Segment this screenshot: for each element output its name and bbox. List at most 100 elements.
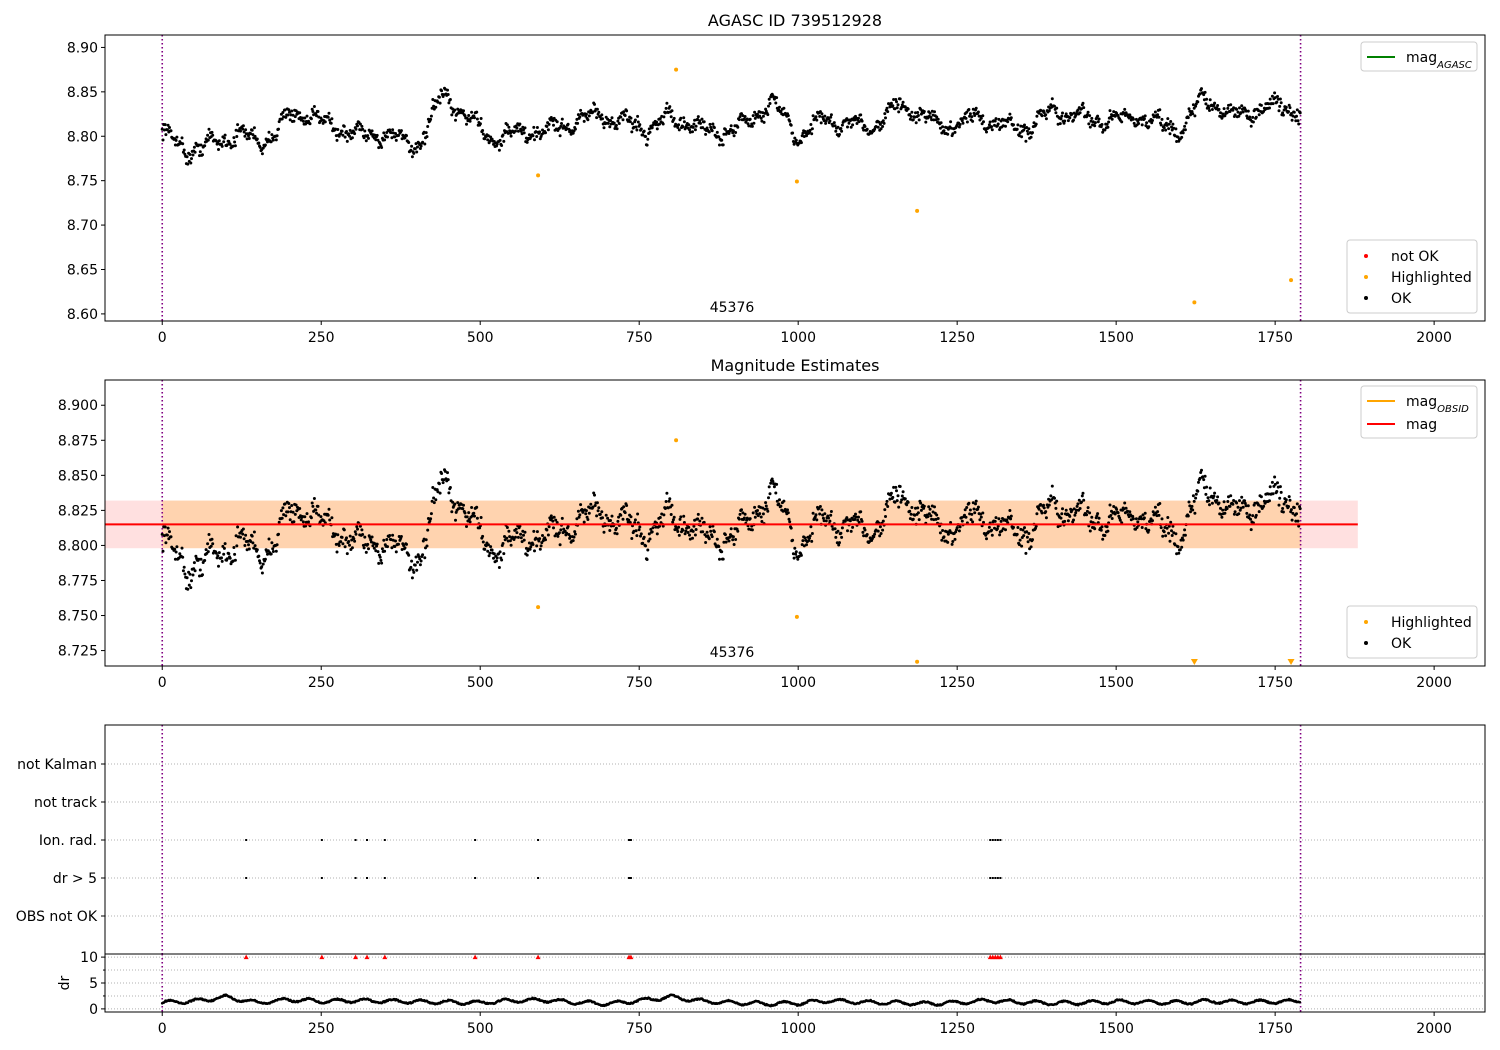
ok-data-point: [252, 126, 256, 130]
ok-data-point: [211, 133, 215, 137]
ok-data-point: [820, 508, 824, 512]
ok-data-point: [1085, 509, 1089, 513]
ok-data-point: [1183, 124, 1187, 128]
ok-data-point: [352, 537, 356, 541]
ok-data-point: [619, 513, 623, 517]
ok-data-point: [1292, 110, 1296, 114]
ok-data-point: [370, 535, 374, 539]
ok-data-point: [1277, 109, 1281, 113]
ok-data-point: [896, 494, 900, 498]
dr-clipped-marker: [243, 954, 249, 960]
highlighted-data-point: [536, 173, 541, 178]
ok-data-point: [811, 114, 815, 118]
ok-data-point: [1270, 480, 1274, 484]
ok-data-point: [1064, 508, 1068, 512]
ok-data-point: [1284, 105, 1288, 109]
ok-data-point: [228, 142, 232, 146]
ok-data-point: [413, 563, 417, 567]
y-tick-label: 5: [89, 976, 98, 992]
ok-data-point: [878, 534, 882, 538]
y-tick-label: 8.90: [67, 40, 98, 56]
ok-data-point: [450, 510, 454, 514]
ok-data-point: [767, 485, 771, 489]
ok-data-point: [879, 532, 883, 535]
ok-data-point: [862, 128, 866, 132]
ok-data-point: [777, 502, 781, 506]
ok-data-point: [1015, 532, 1019, 536]
ok-data-point: [242, 130, 246, 134]
ok-data-point: [319, 515, 323, 519]
ok-data-point: [669, 513, 673, 516]
ok-data-point: [509, 543, 513, 547]
ok-data-point: [298, 111, 302, 115]
ok-data-point: [568, 129, 572, 133]
ok-data-point: [988, 120, 992, 124]
ok-data-point: [1210, 108, 1214, 111]
ok-data-point: [1158, 108, 1162, 112]
ok-data-point: [976, 110, 980, 114]
ok-data-point: [472, 511, 476, 515]
ok-data-point: [522, 538, 526, 542]
ok-data-point: [965, 506, 969, 509]
ok-data-point: [903, 497, 907, 501]
ok-data-point: [1287, 110, 1290, 114]
ok-data-point: [1142, 117, 1146, 121]
x-tick-label: 0: [158, 1021, 167, 1037]
ok-data-point: [766, 113, 770, 117]
ok-data-point: [615, 127, 619, 131]
legend-marker-swatch: [1364, 620, 1368, 624]
legend-line-subscript: OBSID: [1437, 404, 1469, 415]
flag-event-marker: [537, 877, 540, 879]
ok-data-point: [898, 97, 902, 101]
ok-data-point: [535, 135, 539, 138]
ok-data-point: [591, 505, 595, 509]
x-tick-label: 1000: [780, 675, 816, 691]
ok-data-point: [1271, 492, 1275, 496]
ok-data-point: [933, 505, 936, 509]
ok-data-point: [371, 544, 375, 548]
ok-data-point: [1093, 124, 1097, 128]
panel4-dr-clipped-points: [243, 954, 1003, 960]
ok-data-point: [1282, 502, 1286, 506]
x-tick-label: 1250: [939, 1021, 975, 1037]
ok-data-point: [486, 138, 490, 142]
ok-data-point: [895, 489, 898, 493]
ok-data-point: [636, 120, 640, 124]
ok-data-point: [465, 116, 469, 120]
ok-data-point: [672, 515, 676, 519]
x-tick-label: 750: [626, 675, 653, 691]
ok-data-point: [863, 528, 867, 532]
ok-data-point: [1233, 510, 1237, 514]
ok-data-point: [1027, 532, 1031, 535]
ok-data-point: [576, 509, 580, 513]
ok-data-point: [593, 493, 596, 497]
ok-data-point: [505, 526, 509, 529]
ok-data-point: [515, 126, 519, 130]
ok-data-point: [407, 553, 411, 557]
ok-data-point: [386, 545, 389, 549]
ok-data-point: [1278, 104, 1282, 108]
ok-data-point: [236, 123, 240, 127]
ok-data-point: [602, 126, 606, 130]
ok-data-point: [280, 117, 284, 121]
ok-data-point: [1169, 120, 1173, 123]
ok-data-point: [945, 530, 949, 534]
ok-data-point: [1078, 507, 1082, 510]
ok-data-point: [1006, 120, 1010, 124]
ok-data-point: [217, 551, 221, 555]
ok-data-point: [818, 512, 822, 516]
ok-data-point: [188, 153, 192, 156]
ok-data-point: [1093, 527, 1097, 531]
flag-event-marker: [474, 877, 477, 879]
y-tick-label: 8.80: [67, 129, 98, 145]
ok-data-point: [628, 521, 632, 524]
ok-data-point: [646, 137, 650, 141]
ok-data-point: [1156, 510, 1160, 514]
ok-data-point: [914, 506, 917, 510]
ok-data-point: [973, 511, 977, 515]
ok-data-point: [1181, 538, 1185, 542]
ok-data-point: [481, 129, 485, 132]
ok-data-point: [734, 538, 738, 541]
